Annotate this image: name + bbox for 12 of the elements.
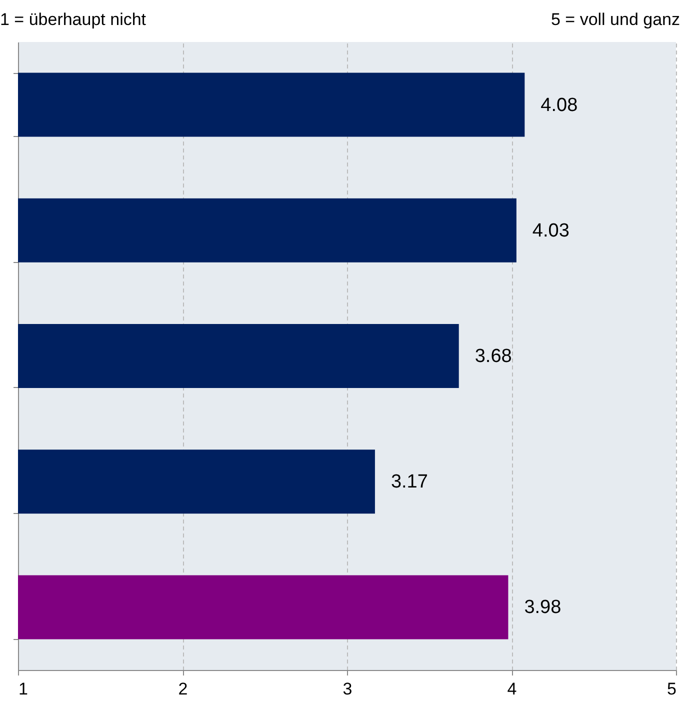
x-tick-label: 4: [507, 680, 517, 698]
data-label: 3.68: [474, 346, 512, 367]
text: 1 = überhaupt nicht: [0, 10, 146, 29]
text: 5 = voll und ganz: [550, 10, 680, 29]
x-tick-label: 5: [667, 680, 676, 698]
data-label: 4.03: [532, 220, 570, 242]
data-label: 3.98: [524, 597, 562, 618]
data-label: 3.17: [390, 472, 428, 493]
x-tick-label: 3: [342, 680, 352, 698]
x-tick-label: 1: [18, 680, 28, 698]
data-label: 4.08: [540, 94, 578, 116]
x-tick-label: 2: [178, 680, 188, 698]
